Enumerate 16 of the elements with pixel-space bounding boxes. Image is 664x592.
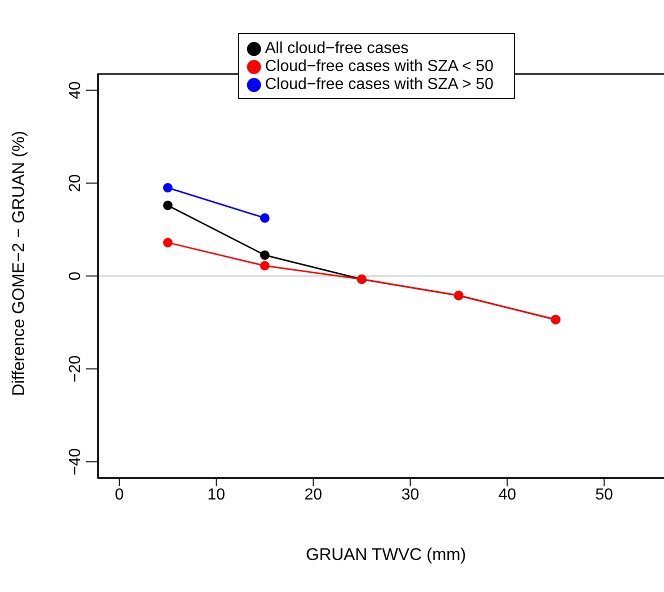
y-tick-label: 40 <box>67 81 84 100</box>
x-tick-label: 20 <box>304 486 322 504</box>
y-tick-label: −20 <box>67 355 84 382</box>
x-axis-title: GRUAN TWVC (mm) <box>306 545 466 564</box>
legend-label: Cloud−free cases with SZA < 50 <box>265 58 494 75</box>
x-tick-label: 40 <box>498 486 516 504</box>
legend-label: All cloud−free cases <box>265 40 409 57</box>
y-tick-label: 0 <box>67 271 84 280</box>
legend-label: Cloud−free cases with SZA > 50 <box>265 76 494 93</box>
x-tick-label: 10 <box>207 486 226 504</box>
y-tick-label: 20 <box>67 174 84 192</box>
x-tick-label: 0 <box>114 486 124 504</box>
x-tick-label: 50 <box>595 486 614 504</box>
y-tick-label: −40 <box>67 448 84 476</box>
y-axis-title: Difference GOME−2 − GRUAN (%) <box>9 130 28 396</box>
x-tick-label: 30 <box>401 486 420 504</box>
